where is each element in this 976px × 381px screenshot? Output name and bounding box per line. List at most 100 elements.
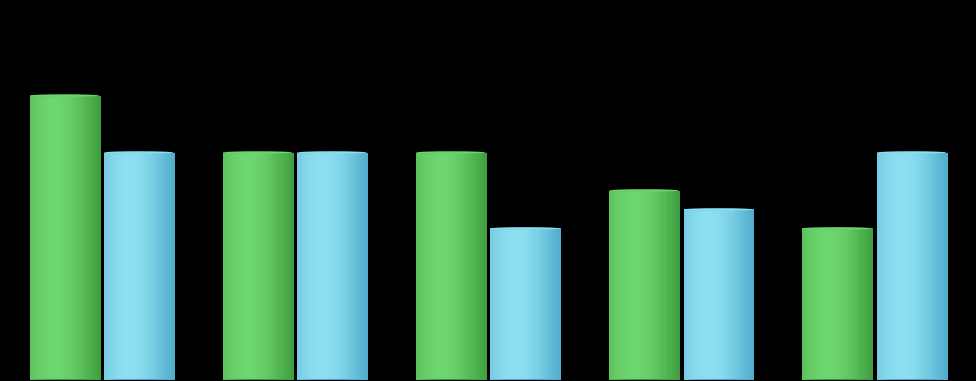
Bar — [855, 229, 857, 380]
Ellipse shape — [490, 227, 560, 230]
Bar — [338, 152, 339, 380]
Bar — [63, 96, 65, 380]
Bar — [77, 96, 78, 380]
Bar — [361, 152, 362, 380]
Bar — [285, 152, 287, 380]
Bar — [531, 229, 532, 380]
Bar — [697, 210, 698, 380]
Bar — [725, 210, 726, 380]
Bar — [881, 152, 883, 380]
Ellipse shape — [609, 189, 678, 192]
Bar — [655, 190, 657, 380]
Bar — [894, 152, 896, 380]
Bar — [547, 229, 549, 380]
Bar — [876, 152, 878, 380]
Bar — [279, 152, 281, 380]
Bar — [813, 229, 814, 380]
Bar — [302, 152, 304, 380]
Bar — [647, 190, 648, 380]
Bar — [900, 152, 902, 380]
Bar — [506, 229, 508, 380]
Bar — [670, 190, 671, 380]
Bar — [612, 190, 613, 380]
Bar — [908, 152, 909, 380]
Bar — [170, 152, 172, 380]
Bar — [147, 152, 149, 380]
Bar — [857, 229, 858, 380]
Bar — [841, 229, 842, 380]
Bar — [83, 96, 84, 380]
Ellipse shape — [223, 151, 293, 154]
Bar — [34, 96, 36, 380]
Bar — [225, 152, 226, 380]
Bar — [560, 229, 561, 380]
Bar — [342, 152, 344, 380]
Bar — [460, 152, 461, 380]
Bar — [921, 152, 923, 380]
Bar — [357, 152, 359, 380]
Bar — [137, 152, 139, 380]
Bar — [719, 210, 720, 380]
Bar — [817, 229, 818, 380]
Bar — [29, 96, 31, 380]
Bar — [355, 152, 356, 380]
Bar — [621, 190, 623, 380]
Bar — [340, 152, 341, 380]
Bar — [326, 152, 327, 380]
Bar — [281, 152, 282, 380]
Bar — [830, 229, 831, 380]
Bar — [521, 229, 522, 380]
Bar — [907, 152, 908, 380]
Ellipse shape — [609, 379, 678, 381]
Bar — [918, 152, 919, 380]
Bar — [926, 152, 927, 380]
Bar — [609, 190, 611, 380]
Bar — [824, 229, 825, 380]
Bar — [503, 229, 504, 380]
Bar — [928, 152, 930, 380]
Bar — [358, 152, 360, 380]
Bar — [65, 96, 66, 380]
Bar — [134, 152, 135, 380]
Bar — [630, 190, 631, 380]
Bar — [664, 190, 665, 380]
Bar — [72, 96, 73, 380]
Bar — [250, 152, 251, 380]
Bar — [686, 210, 687, 380]
Bar — [843, 229, 845, 380]
Bar — [427, 152, 428, 380]
Bar — [255, 152, 256, 380]
Bar — [145, 152, 146, 380]
Bar — [749, 210, 750, 380]
Bar — [632, 190, 634, 380]
Bar — [704, 210, 705, 380]
Bar — [910, 152, 912, 380]
Bar — [848, 229, 850, 380]
Bar — [336, 152, 338, 380]
Bar — [746, 210, 748, 380]
Bar — [290, 152, 292, 380]
Ellipse shape — [298, 151, 367, 154]
Bar — [653, 190, 654, 380]
Ellipse shape — [490, 227, 560, 230]
Bar — [461, 152, 463, 380]
Bar — [717, 210, 719, 380]
Bar — [104, 152, 105, 380]
Bar — [433, 152, 435, 380]
Bar — [807, 229, 808, 380]
Bar — [945, 152, 947, 380]
Bar — [740, 210, 742, 380]
Bar — [237, 152, 238, 380]
Ellipse shape — [416, 379, 486, 381]
Bar — [131, 152, 133, 380]
Bar — [554, 229, 555, 380]
Bar — [156, 152, 157, 380]
Bar — [709, 210, 710, 380]
Bar — [334, 152, 335, 380]
Bar — [333, 152, 334, 380]
Bar — [49, 96, 50, 380]
Bar — [288, 152, 289, 380]
Bar — [672, 190, 674, 380]
Bar — [360, 152, 361, 380]
Bar — [349, 152, 350, 380]
